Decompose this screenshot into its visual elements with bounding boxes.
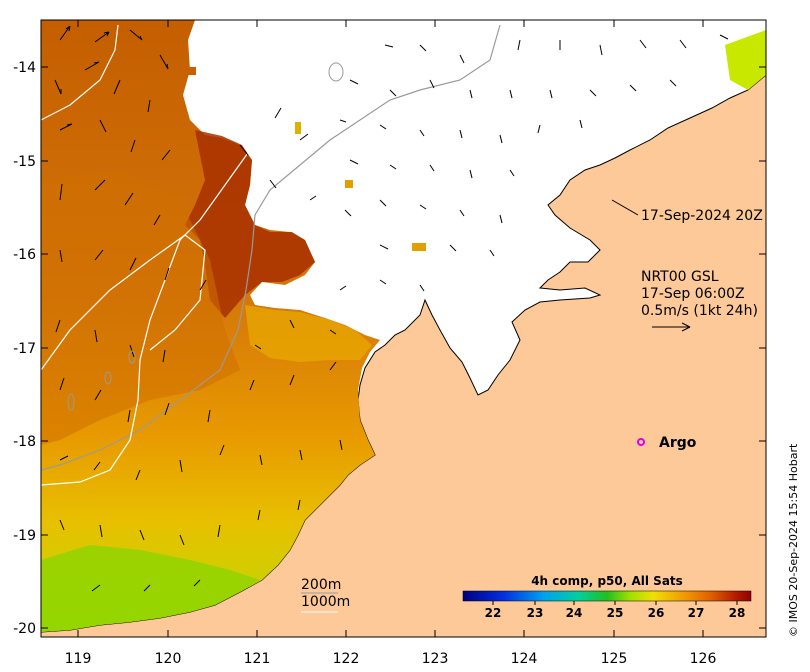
sst-speck xyxy=(345,180,353,188)
y-tick-label: -17 xyxy=(13,341,36,357)
sst-hot-core xyxy=(185,130,315,318)
isobath-200-contour xyxy=(41,24,501,471)
isobath-200-legend: 200m xyxy=(301,577,341,593)
isobath-1000-contour xyxy=(41,24,119,121)
current-vectors xyxy=(54,25,729,592)
x-tick-label: 123 xyxy=(422,651,449,667)
sst-timestamp-label: 17-Sep-2024 20Z xyxy=(641,208,763,224)
colorbar xyxy=(462,590,752,602)
sst-green-patch xyxy=(41,545,260,632)
axis-ticks xyxy=(41,20,766,637)
sst-cool-patch xyxy=(245,305,372,362)
currents-scale-label: 0.5m/s (1kt 24h) xyxy=(641,303,758,319)
y-tick-label: -14 xyxy=(13,60,36,76)
isobath-1000-contour xyxy=(41,234,206,371)
sst-green-ne xyxy=(725,30,766,90)
currents-time-label: 17-Sep 06:00Z xyxy=(641,286,745,302)
imos-credit: © IMOS 20-Sep-2024 15:54 Hobart xyxy=(787,443,800,637)
y-tick-label: -15 xyxy=(13,154,36,170)
x-tick-label: 121 xyxy=(244,651,271,667)
currents-model-label: NRT00 GSL xyxy=(641,269,719,285)
y-tick-label: -18 xyxy=(13,434,36,450)
x-tick-label: 126 xyxy=(690,651,717,667)
colorbar-tick-label: 26 xyxy=(648,606,665,620)
y-tick-label: -16 xyxy=(13,247,36,263)
colorbar-tick-label: 28 xyxy=(729,606,746,620)
colorbar-tick-label: 23 xyxy=(527,606,544,620)
colorbar-tick-label: 27 xyxy=(688,606,705,620)
y-tick-label: -19 xyxy=(13,528,36,544)
x-tick-label: 120 xyxy=(155,651,182,667)
isobath-1000-contour xyxy=(41,24,331,486)
sst-speck xyxy=(412,243,426,251)
colorbar-ticks xyxy=(492,601,738,605)
colorbar-tick-label: 25 xyxy=(607,606,624,620)
reef-outline xyxy=(67,393,75,411)
colorbar-tick-label: 24 xyxy=(566,606,583,620)
y-tick-label: -20 xyxy=(13,621,36,637)
colorbar-tick-label: 22 xyxy=(485,606,502,620)
reef-outline xyxy=(328,62,344,82)
x-tick-label: 125 xyxy=(601,651,628,667)
sst-speck xyxy=(295,122,301,134)
colorbar-title: 4h comp, p50, All Sats xyxy=(531,574,683,588)
current-scale-arrow xyxy=(652,322,691,332)
isobath-1000-legend: 1000m xyxy=(301,594,350,610)
argo-label: Argo xyxy=(659,435,697,451)
sst-speck xyxy=(186,67,196,75)
reef-outline xyxy=(104,371,112,385)
reef-outline xyxy=(128,350,136,364)
plot-frame xyxy=(40,19,767,638)
x-tick-label: 124 xyxy=(511,651,538,667)
argo-float-marker xyxy=(637,438,645,446)
x-tick-label: 119 xyxy=(65,651,92,667)
timestamp-leader-line xyxy=(611,199,639,216)
x-tick-label: 122 xyxy=(333,651,360,667)
